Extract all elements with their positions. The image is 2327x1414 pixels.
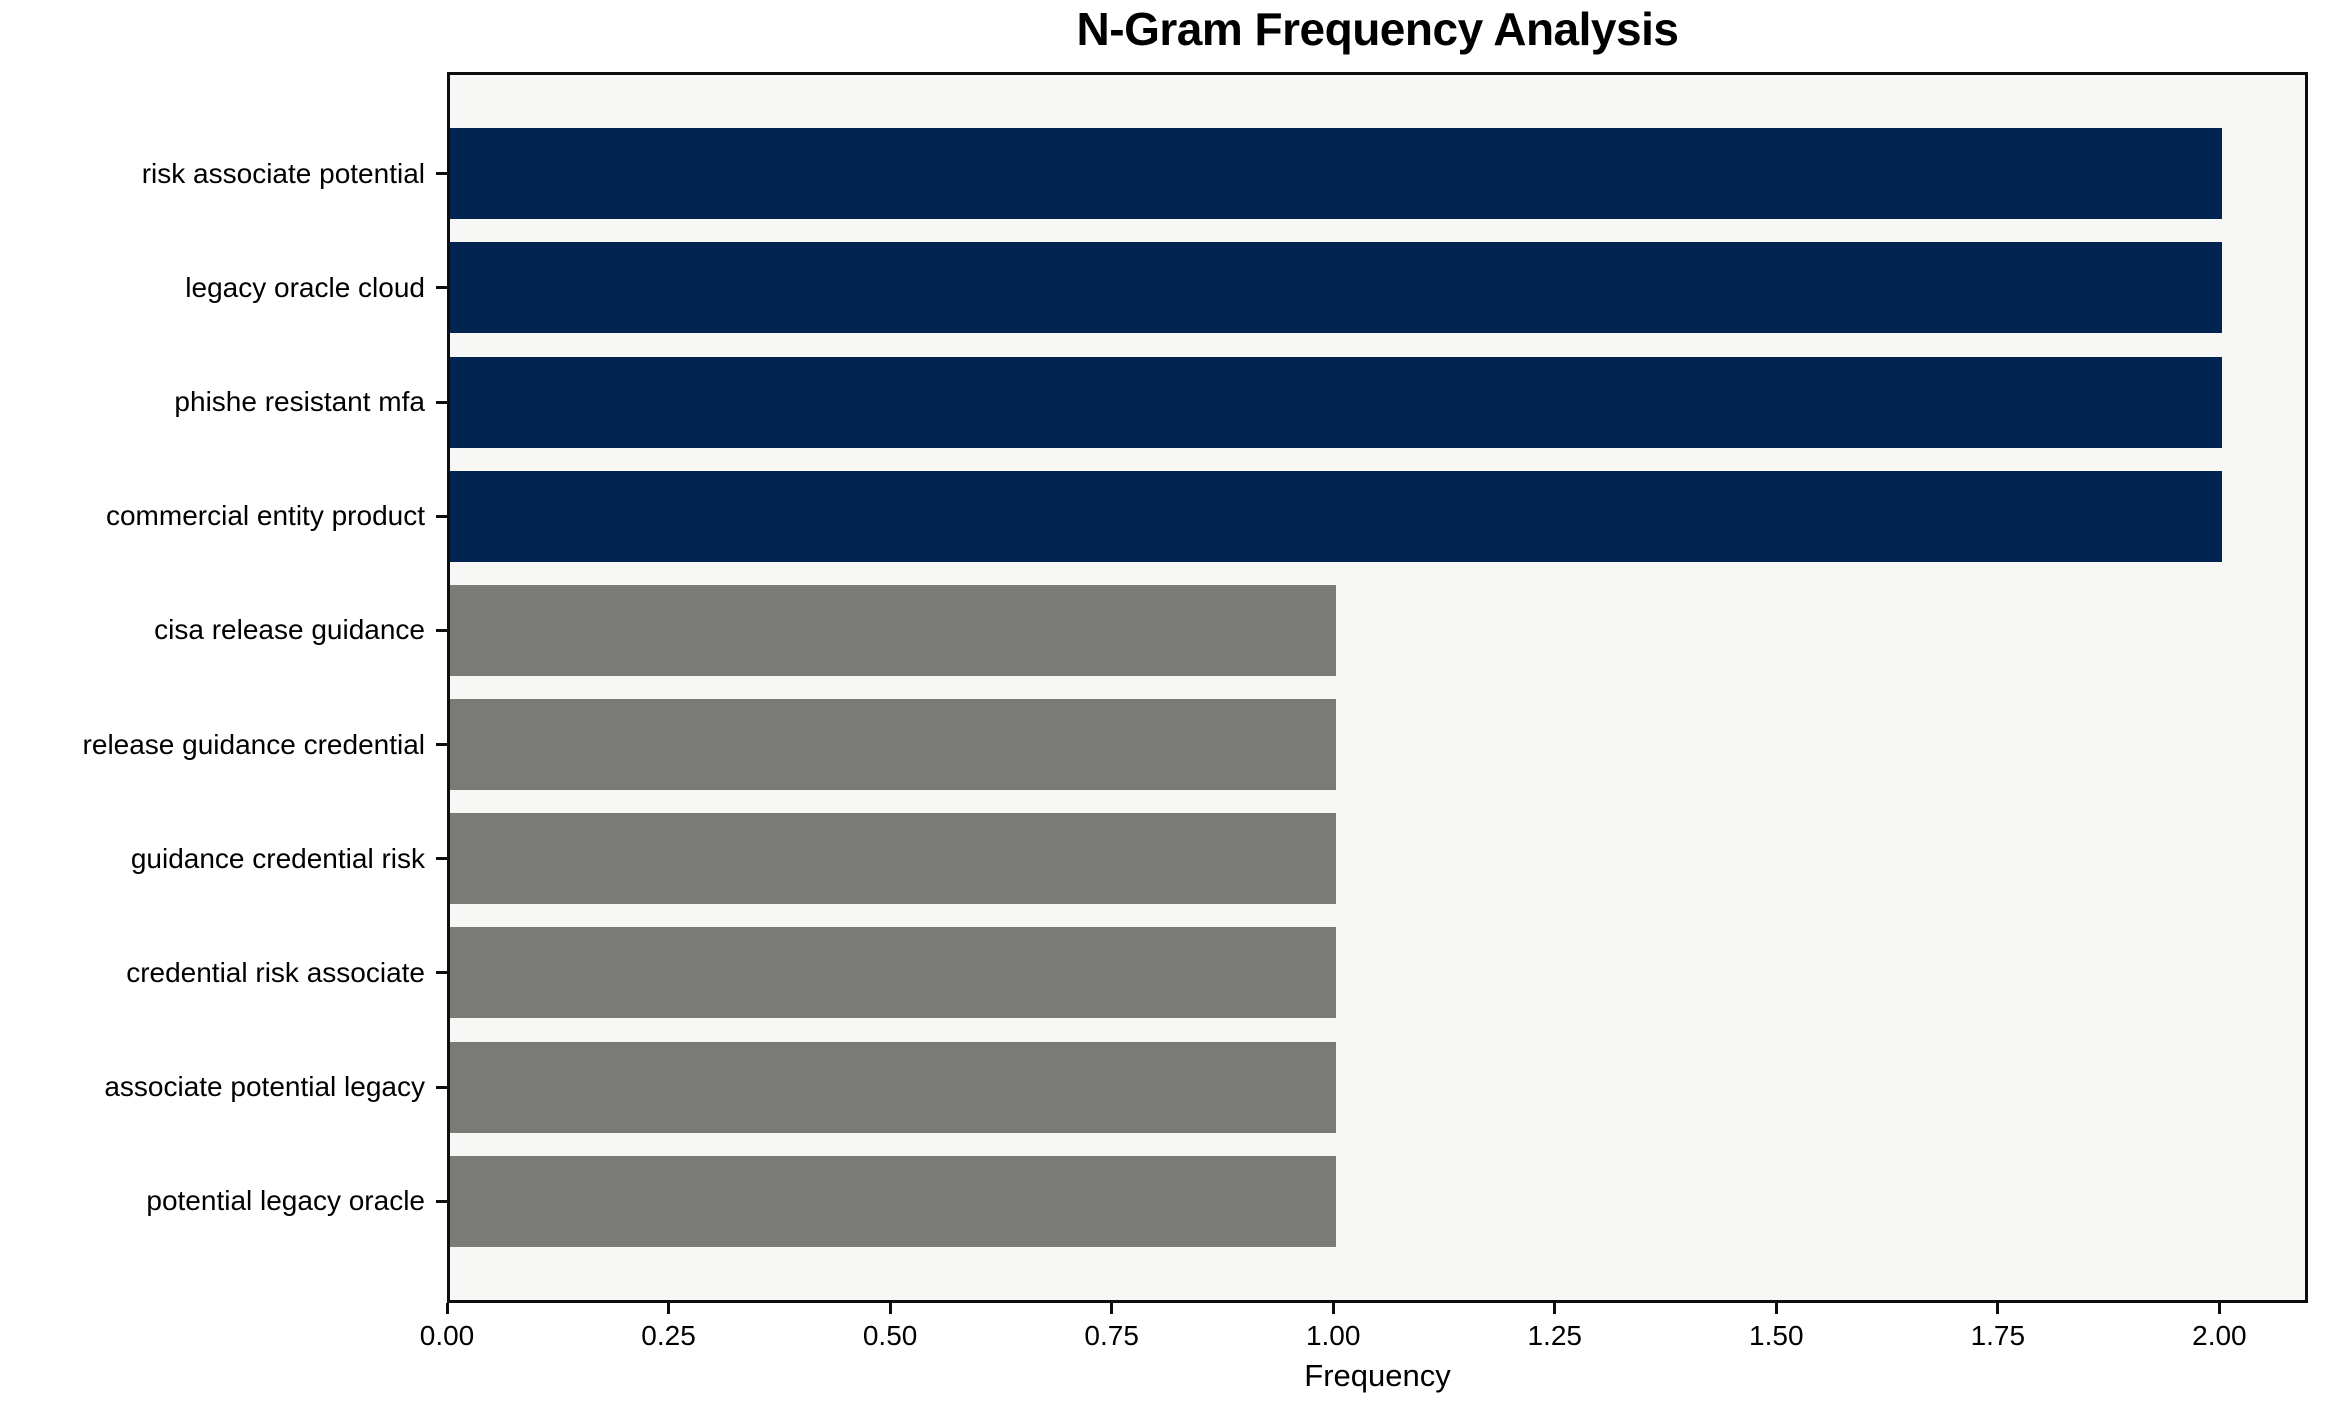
y-tick-label: release guidance credential [82, 728, 425, 760]
y-tick-label: phishe resistant mfa [174, 386, 425, 418]
x-tick-label: 0.25 [641, 1320, 696, 1351]
x-tick-mark [667, 1303, 671, 1314]
x-tick-mark [1553, 1303, 1557, 1314]
x-axis-title: Frequency [1304, 1358, 1451, 1393]
y-tick-mark [436, 172, 447, 176]
y-tick-label: cisa release guidance [154, 614, 425, 646]
y-tick-mark [436, 743, 447, 747]
bar-associate-potential-legacy [450, 1041, 1337, 1133]
y-tick-mark [436, 514, 447, 518]
bar-risk-associate-potential [450, 128, 2223, 220]
x-tick-label: 1.75 [1970, 1320, 2026, 1351]
x-tick-label: 1.00 [1305, 1320, 1361, 1351]
bar-cisa-release-guidance [450, 584, 1337, 676]
y-tick-mark [436, 1085, 447, 1089]
bar-guidance-credential-risk [450, 813, 1337, 905]
x-tick-mark [1996, 1303, 2000, 1314]
bar-credential-risk-associate [450, 927, 1337, 1019]
bar-potential-legacy-oracle [450, 1155, 1337, 1247]
x-tick-mark [2217, 1303, 2221, 1314]
y-tick-mark [436, 1199, 447, 1203]
y-tick-label: guidance credential risk [130, 842, 425, 874]
x-tick-label: 1.25 [1527, 1320, 1582, 1351]
bar-release-guidance-credential [450, 699, 1337, 791]
x-tick-label: 1.50 [1749, 1320, 1804, 1351]
chart-title: N-Gram Frequency Analysis [1076, 3, 1679, 55]
x-tick-mark [1110, 1303, 1114, 1314]
y-tick-mark [436, 628, 447, 632]
y-tick-label: potential legacy oracle [146, 1185, 425, 1217]
bar-legacy-oracle-cloud [450, 242, 2223, 334]
y-tick-label: risk associate potential [141, 157, 425, 189]
x-tick-mark [1774, 1303, 1778, 1314]
x-tick-mark [1331, 1303, 1335, 1314]
bar-commercial-entity-product [450, 470, 2223, 562]
bar-phishe-resistant-mfa [450, 356, 2223, 448]
y-tick-mark [436, 286, 447, 290]
x-tick-label: 0.00 [419, 1320, 475, 1351]
y-tick-label: commercial entity product [105, 500, 425, 532]
x-tick-label: 0.75 [1084, 1320, 1139, 1351]
y-tick-label: associate potential legacy [104, 1071, 425, 1103]
x-tick-mark [888, 1303, 892, 1314]
y-tick-mark [436, 400, 447, 404]
x-tick-mark [445, 1303, 449, 1314]
x-tick-label: 0.50 [862, 1320, 918, 1351]
x-tick-label: 2.00 [2192, 1320, 2247, 1351]
y-tick-mark [436, 971, 447, 975]
y-tick-label: legacy oracle cloud [185, 271, 425, 303]
y-tick-mark [436, 857, 447, 861]
y-tick-label: credential risk associate [126, 956, 425, 988]
plot-area [447, 72, 2308, 1303]
